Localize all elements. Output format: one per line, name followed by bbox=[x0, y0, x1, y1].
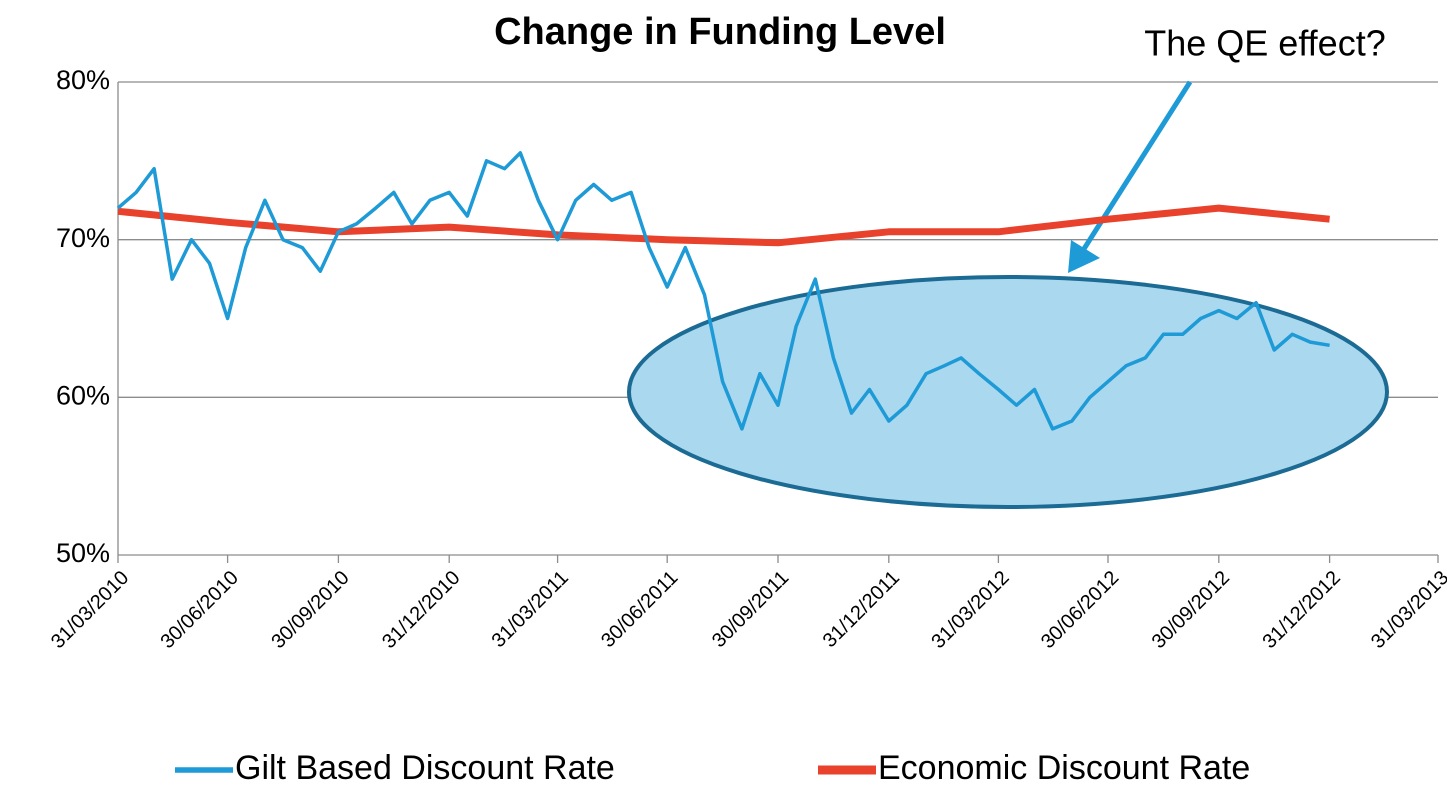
y-tick-label: 70% bbox=[56, 223, 110, 253]
x-tick-label: 31/12/2012 bbox=[1259, 567, 1345, 653]
x-tick-label: 31/03/2010 bbox=[47, 567, 133, 653]
annotation-arrowhead bbox=[1068, 240, 1100, 273]
x-tick-label: 31/03/2013 bbox=[1367, 567, 1447, 653]
legend-label: Economic Discount Rate bbox=[878, 749, 1250, 787]
series-line bbox=[116, 151, 1330, 431]
x-tick-label: 30/06/2011 bbox=[597, 567, 682, 652]
x-tick-label: 30/06/2010 bbox=[157, 567, 243, 653]
y-tick-label: 60% bbox=[56, 380, 110, 410]
y-tick-label: 80% bbox=[56, 65, 110, 95]
annotation: The QE effect? bbox=[1144, 23, 1385, 64]
x-tick-label: 31/03/2011 bbox=[488, 567, 573, 652]
legend-label: Gilt Based Discount Rate bbox=[235, 749, 615, 787]
y-tick-label: 50% bbox=[56, 538, 110, 568]
x-tick-label: 31/03/2012 bbox=[927, 567, 1013, 653]
x-tick-label: 30/09/2011 bbox=[708, 567, 793, 652]
x-tick-label: 30/06/2012 bbox=[1037, 567, 1123, 653]
chart-title: Change in Funding Level bbox=[494, 11, 946, 53]
x-tick-label: 30/09/2012 bbox=[1148, 567, 1234, 653]
highlight-ellipse bbox=[627, 275, 1389, 509]
annotation-arrow bbox=[1079, 80, 1193, 254]
x-tick-label: 31/12/2010 bbox=[378, 567, 464, 653]
series-line bbox=[117, 204, 1330, 247]
x-tick-label: 31/12/2011 bbox=[819, 567, 904, 652]
x-tick-label: 30/09/2010 bbox=[267, 567, 353, 653]
